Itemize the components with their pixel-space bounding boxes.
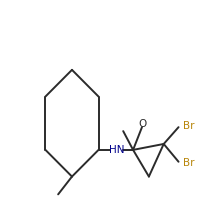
Text: Br: Br [183,121,194,131]
Text: HN: HN [109,145,124,155]
Text: Br: Br [183,158,194,168]
Text: O: O [139,119,147,129]
